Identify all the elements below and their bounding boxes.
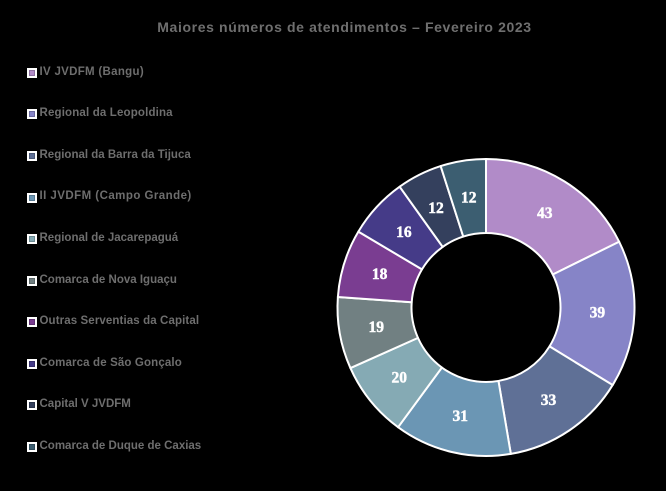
svg-text:16: 16 xyxy=(396,224,412,241)
svg-text:39: 39 xyxy=(590,305,606,322)
svg-text:19: 19 xyxy=(368,319,384,336)
svg-text:33: 33 xyxy=(541,392,557,409)
svg-text:31: 31 xyxy=(453,408,469,425)
svg-text:20: 20 xyxy=(391,370,407,387)
svg-text:12: 12 xyxy=(461,189,477,206)
svg-text:43: 43 xyxy=(537,205,553,222)
svg-text:18: 18 xyxy=(372,266,388,283)
svg-text:12: 12 xyxy=(428,200,444,217)
